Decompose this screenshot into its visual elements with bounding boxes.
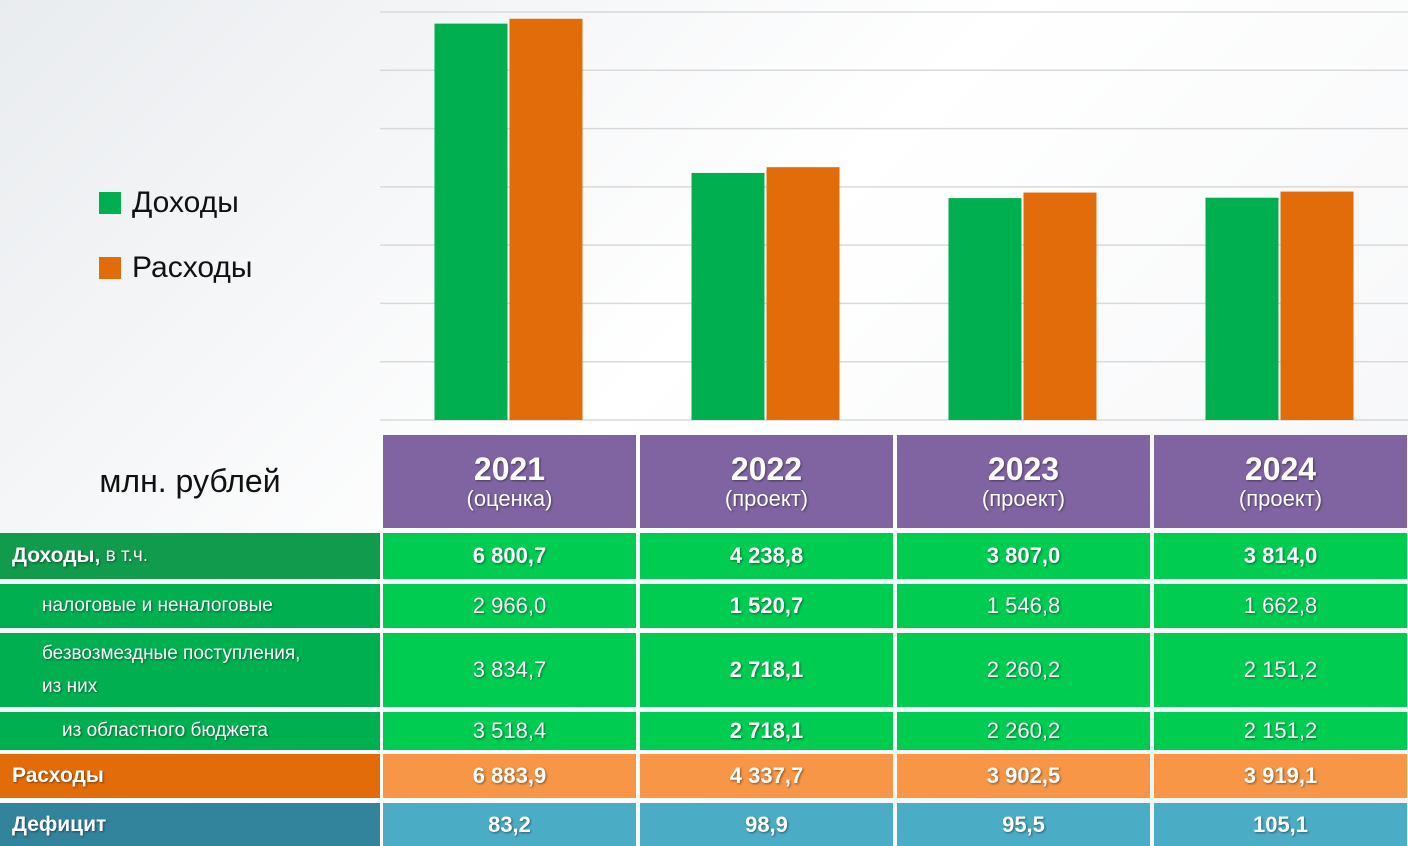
row-label: из областного бюджета — [0, 712, 380, 750]
legend-swatch — [99, 192, 121, 214]
note: в т.ч. — [105, 545, 149, 566]
bar — [509, 18, 583, 421]
year: 2021 — [473, 450, 546, 487]
row-label: безвозмездные поступления, из них — [0, 633, 380, 707]
bar — [1205, 197, 1279, 420]
year: 2024 — [1244, 450, 1317, 487]
legend-label: Доходы — [132, 186, 239, 219]
row-label: Расходы — [0, 754, 380, 798]
value-cell: 2 966,0 — [383, 584, 636, 628]
value-cell: 98,9 — [640, 803, 893, 846]
value-cell: 4 337,7 — [640, 754, 893, 798]
value-cell: 2 151,2 — [1154, 633, 1407, 707]
bar — [434, 23, 508, 421]
column-header: 2021 (оценка) — [383, 435, 636, 528]
column-header: 2022 (проект) — [640, 435, 893, 528]
legend-label: Расходы — [132, 251, 252, 284]
row-label: налоговые и неналоговые — [0, 584, 380, 628]
label: Дефицит — [12, 812, 107, 836]
column-header: 2024 (проект) — [1154, 435, 1407, 528]
value-cell: 3 902,5 — [897, 754, 1150, 798]
value-cell: 3 518,4 — [383, 712, 636, 750]
value-cell: 2 260,2 — [897, 633, 1150, 707]
value-cell: 2 260,2 — [897, 712, 1150, 750]
value-cell: 1 520,7 — [640, 584, 893, 628]
row-label: Доходы, в т.ч. — [0, 533, 380, 579]
value-cell: 105,1 — [1154, 803, 1407, 846]
label: Расходы — [12, 764, 104, 787]
note: (оценка) — [466, 486, 553, 511]
value-cell: 2 718,1 — [640, 633, 893, 707]
value-cell: 3 919,1 — [1154, 754, 1407, 798]
value-cell: 6 883,9 — [383, 754, 636, 798]
value-cell: 1 662,8 — [1154, 584, 1407, 628]
label: из областного бюджета — [62, 720, 268, 741]
value-cell: 1 546,8 — [897, 584, 1150, 628]
bar — [1280, 191, 1354, 420]
label: Доходы, — [12, 544, 101, 567]
value-cell: 2 718,1 — [640, 712, 893, 750]
note: (проект) — [724, 486, 809, 511]
value-cell: 95,5 — [897, 803, 1150, 846]
bar — [948, 198, 1022, 420]
row-label: Дефицит — [0, 803, 380, 846]
legend-swatch — [99, 257, 121, 279]
label: налоговые и неналоговые — [42, 595, 273, 616]
note: (проект) — [981, 486, 1066, 511]
value-cell: 2 151,2 — [1154, 712, 1407, 750]
unit-label: млн. рублей — [99, 463, 281, 499]
value-cell: 3 807,0 — [897, 533, 1150, 579]
value-cell: 6 800,7 — [383, 533, 636, 579]
label: безвозмездные поступления, из них — [42, 642, 301, 697]
value-cell: 3 814,0 — [1154, 533, 1407, 579]
chart: Доходы Расходы — [99, 11, 1408, 421]
value-cell: 83,2 — [383, 803, 636, 846]
bar — [1023, 192, 1097, 420]
year: 2022 — [730, 450, 803, 487]
bar — [766, 167, 840, 420]
year: 2023 — [987, 450, 1060, 487]
note: (проект) — [1238, 486, 1323, 511]
column-header: 2023 (проект) — [897, 435, 1150, 528]
value-cell: 3 834,7 — [383, 633, 636, 707]
bar — [691, 172, 765, 420]
value-cell: 4 238,8 — [640, 533, 893, 579]
